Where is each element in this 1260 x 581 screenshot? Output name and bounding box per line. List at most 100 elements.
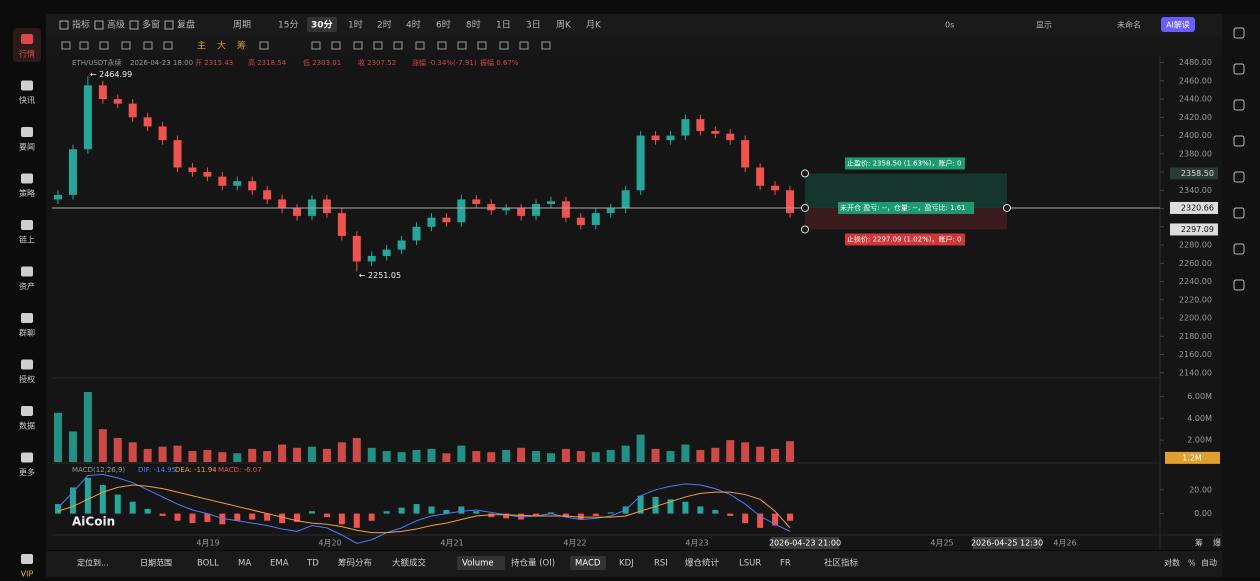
toolbar-item[interactable]: 指标 [72, 19, 90, 31]
indicator-button[interactable]: 持仓量 (OI) [511, 558, 555, 569]
sidebar-label[interactable]: 快讯 [19, 95, 35, 105]
sidebar-icon[interactable] [21, 313, 33, 323]
bottom-button[interactable]: 定位到... [77, 558, 109, 568]
order-handle[interactable] [801, 225, 809, 234]
sidebar-label[interactable]: 资产 [19, 281, 35, 291]
indicator-button[interactable]: MA [238, 559, 251, 569]
bottom-option[interactable]: % [1188, 559, 1196, 568]
tool-icon[interactable] [163, 41, 173, 50]
period-button[interactable]: 1日 [496, 20, 511, 31]
order-handle[interactable] [801, 203, 809, 212]
tool-icon[interactable] [415, 41, 425, 50]
tool-icon[interactable] [353, 41, 363, 50]
tool-icon[interactable] [437, 41, 447, 50]
toolbar-item[interactable]: 高级 [107, 19, 125, 31]
tool-icon[interactable] [331, 41, 341, 50]
period-button[interactable]: 8时 [466, 19, 481, 31]
indicator-button[interactable]: 社区指标 [824, 558, 859, 569]
toolbar-item[interactable]: 0s [945, 21, 954, 30]
tool-icon[interactable] [457, 41, 467, 50]
indicator-button[interactable]: LSUR [739, 559, 761, 569]
period-button[interactable]: 月K [586, 20, 602, 31]
right-icon[interactable] [1233, 63, 1245, 75]
sidebar-label[interactable]: 更多 [19, 467, 35, 477]
draw-tool[interactable]: 主 [197, 40, 206, 52]
right-icon[interactable] [1233, 171, 1245, 183]
tool-icon[interactable] [519, 41, 529, 50]
sidebar-label[interactable]: 要闻 [19, 143, 35, 152]
sidebar-label[interactable]: 行情 [19, 49, 35, 59]
sidebar-label[interactable]: 数据 [19, 421, 35, 431]
tool-icon[interactable] [373, 41, 383, 50]
sidebar-icon[interactable] [21, 34, 33, 44]
sidebar-label[interactable]: 群聊 [19, 328, 35, 338]
bottom-option[interactable]: 对数 [1164, 558, 1180, 568]
period-button[interactable]: 2时 [377, 19, 392, 31]
sidebar-icon[interactable] [21, 80, 33, 91]
indicator-button[interactable]: RSI [654, 559, 668, 569]
bottom-button[interactable]: 日期范围 [140, 558, 172, 568]
indicator-button[interactable]: MACD [575, 559, 601, 569]
toolbar-item[interactable]: 复盘 [177, 19, 195, 31]
sidebar-icon[interactable] [21, 452, 33, 463]
indicator-button[interactable]: EMA [270, 559, 289, 569]
indicator-button[interactable]: 大额成交 [392, 558, 427, 569]
sidebar-icon[interactable] [21, 406, 33, 416]
tool-icon[interactable] [99, 41, 109, 50]
indicator-button[interactable]: TD [306, 559, 319, 569]
right-icon[interactable] [1233, 243, 1245, 255]
volume-bar [307, 446, 316, 462]
ai-button-label[interactable]: AI解读 [1166, 20, 1190, 30]
sidebar-label[interactable]: 链上 [19, 235, 35, 245]
order-handle[interactable] [1003, 203, 1011, 212]
tool-icon[interactable] [393, 41, 403, 50]
sidebar-label[interactable]: 授权 [19, 374, 35, 384]
tool-icon[interactable] [477, 41, 487, 50]
period-button[interactable]: 6时 [436, 19, 451, 31]
tool-icon[interactable] [79, 41, 89, 50]
sidebar-icon[interactable] [21, 359, 33, 370]
toolbar-item[interactable]: 多窗 [142, 19, 160, 31]
axis-toggle[interactable]: 爆 [1213, 538, 1221, 548]
sidebar-icon[interactable] [21, 266, 33, 277]
period-button[interactable]: 30分 [311, 19, 333, 31]
sidebar-icon[interactable] [21, 554, 33, 564]
tool-icon[interactable] [499, 41, 509, 50]
draw-tool[interactable]: 筹 [237, 40, 246, 52]
right-icon[interactable] [1233, 207, 1245, 219]
sidebar-icon[interactable] [21, 173, 33, 184]
axis-toggle[interactable]: 筹 [1195, 538, 1203, 548]
toolbar-item[interactable]: 显示 [1036, 21, 1052, 30]
tool-icon[interactable] [121, 41, 131, 50]
toolbar-item[interactable]: 未命名 [1117, 20, 1141, 30]
indicator-button[interactable]: FR [780, 559, 791, 569]
tool-icon[interactable] [259, 41, 269, 50]
sidebar-label[interactable]: VIP [21, 570, 34, 579]
indicator-button[interactable]: BOLL [197, 559, 219, 569]
tool-icon[interactable] [61, 41, 71, 50]
period-button[interactable]: 1时 [348, 19, 363, 31]
indicator-button[interactable]: KDJ [619, 559, 634, 569]
sidebar-label[interactable]: 策略 [19, 188, 35, 198]
draw-tool[interactable]: 大 [217, 40, 226, 52]
bottom-option[interactable]: 自动 [1201, 558, 1217, 568]
tool-icon[interactable] [311, 41, 321, 50]
indicator-button[interactable]: Volume [462, 559, 494, 569]
sidebar-icon[interactable] [21, 127, 33, 137]
tool-icon[interactable] [143, 41, 153, 50]
period-button[interactable]: 4时 [406, 19, 421, 31]
sidebar-icon[interactable] [21, 220, 33, 230]
ai-button[interactable] [1161, 17, 1195, 32]
period-button[interactable]: 周期 [233, 20, 251, 31]
right-icon[interactable] [1233, 135, 1245, 147]
indicator-button[interactable]: 筹码分布 [338, 558, 372, 569]
right-icon[interactable] [1233, 279, 1245, 291]
right-icon[interactable] [1233, 27, 1245, 39]
period-button[interactable]: 周K [556, 20, 572, 31]
indicator-button[interactable]: 爆仓统计 [685, 558, 720, 569]
right-icon[interactable] [1233, 99, 1245, 111]
period-button[interactable]: 15分 [278, 20, 298, 31]
tool-icon[interactable] [541, 41, 551, 50]
order-handle[interactable] [801, 169, 809, 178]
period-button[interactable]: 3日 [526, 20, 541, 31]
